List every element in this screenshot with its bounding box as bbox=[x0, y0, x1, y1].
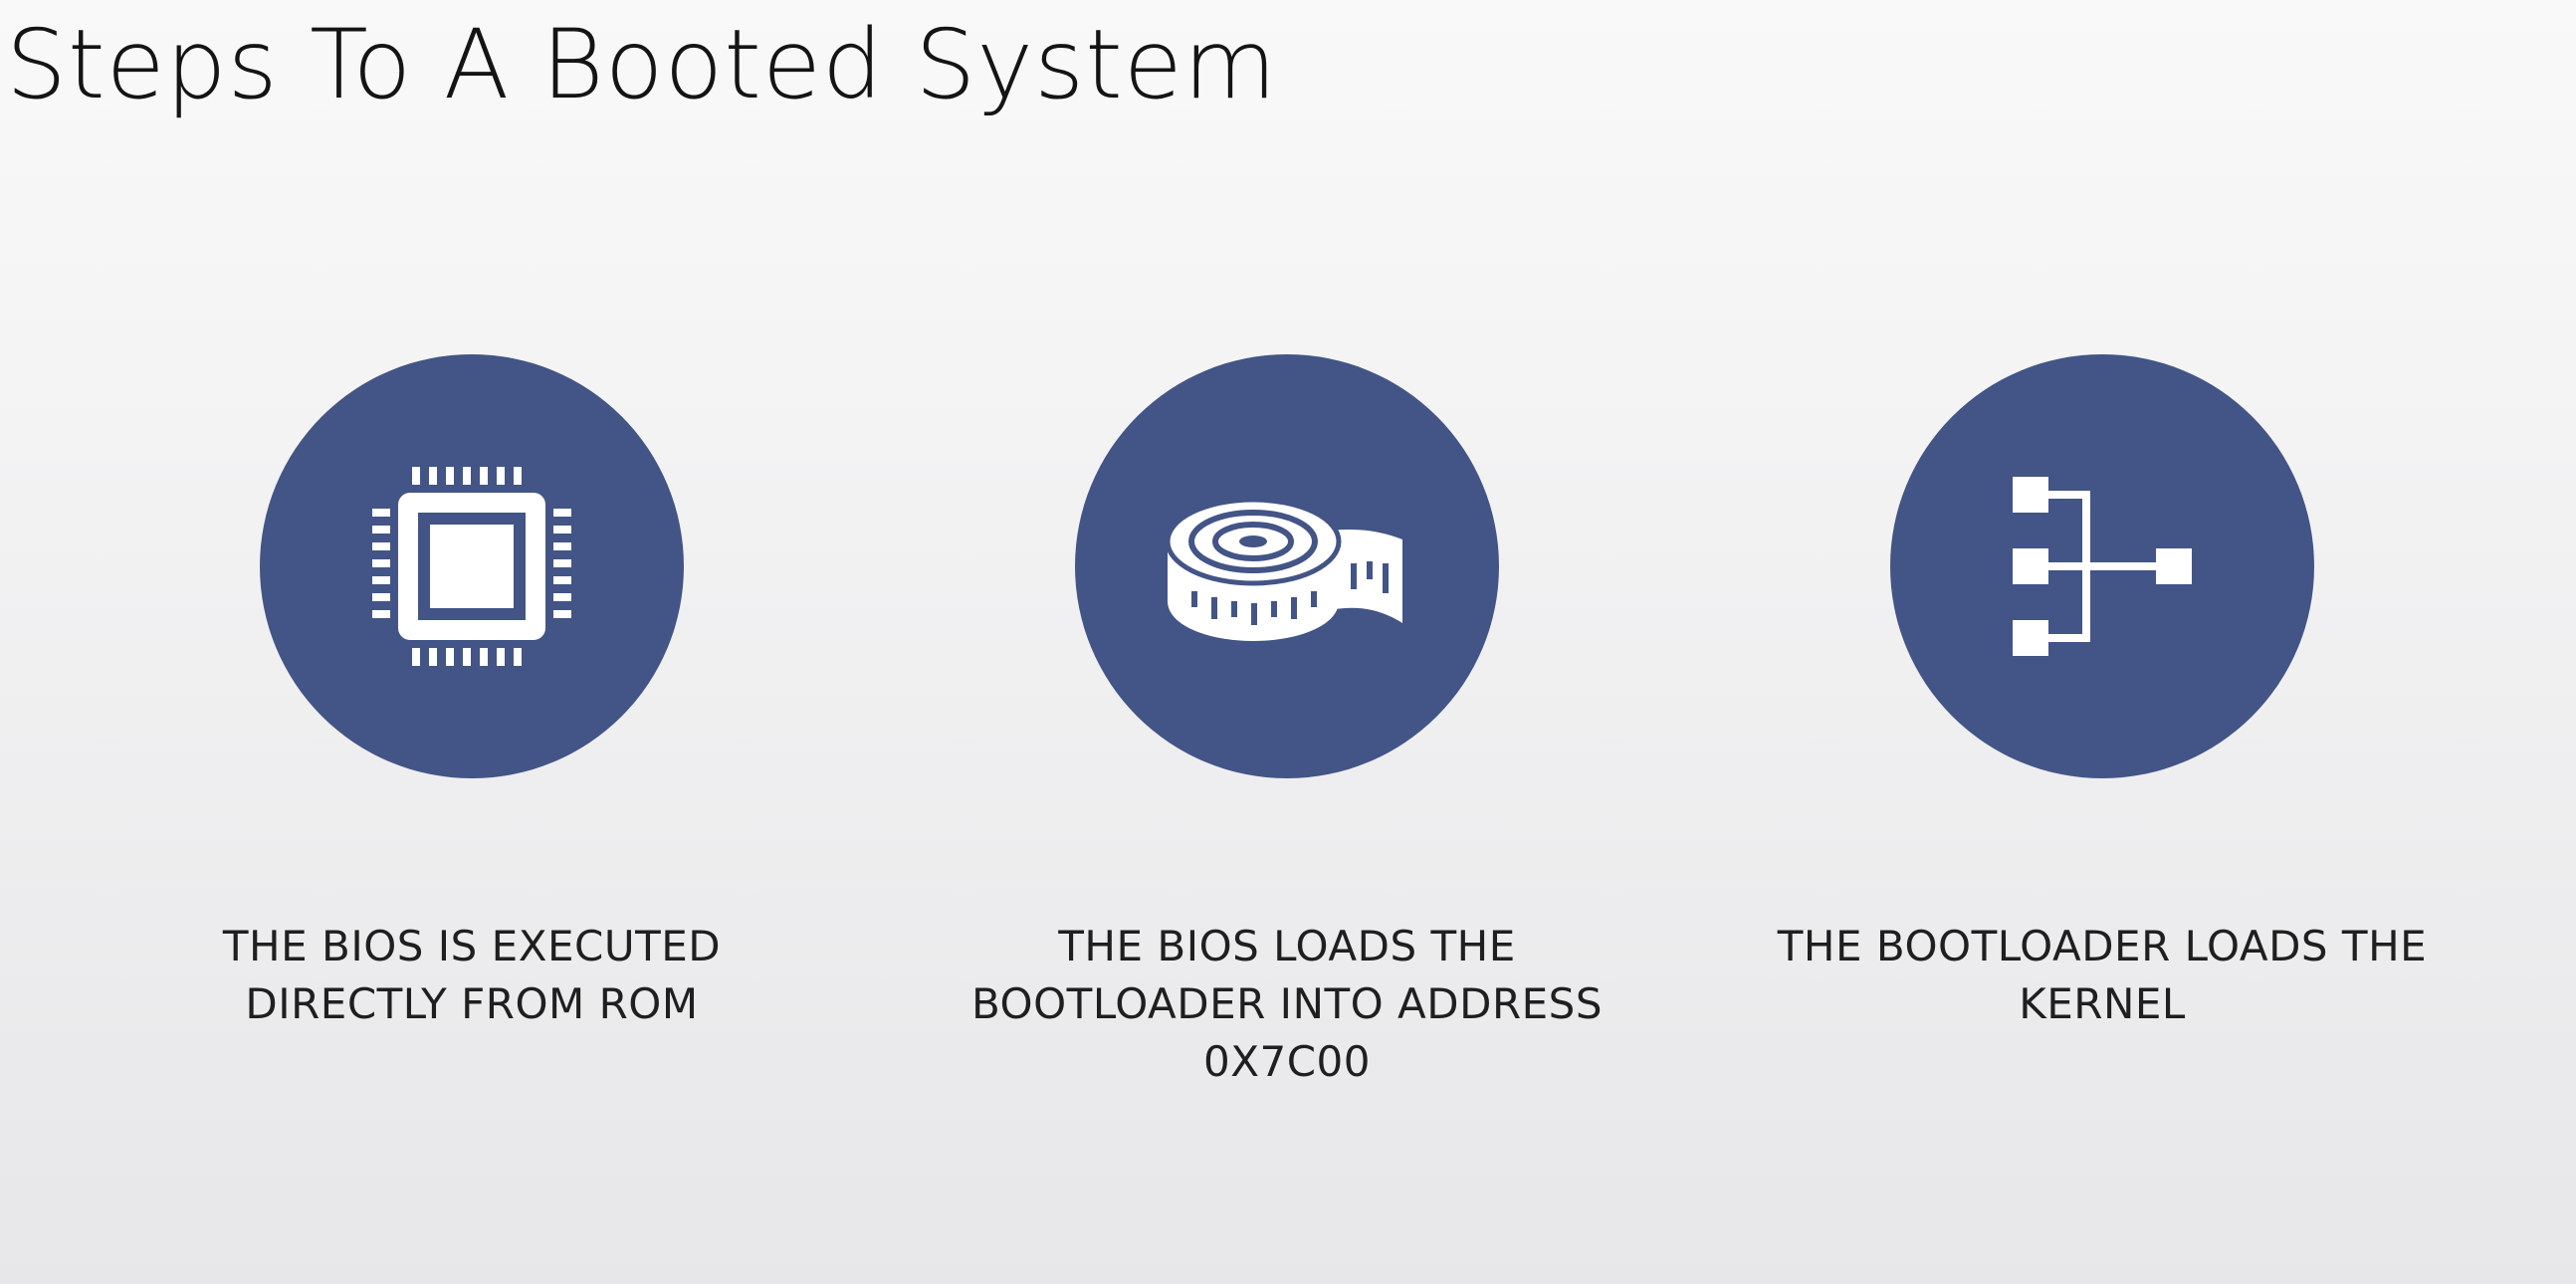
caption-line: 0X7C00 bbox=[1203, 1037, 1371, 1086]
caption-line: THE BIOS IS EXECUTED bbox=[222, 922, 722, 970]
caption-line: THE BOOTLOADER LOADS THE bbox=[1777, 922, 2428, 970]
step-bios-loads-bootloader: THE BIOS LOADS THE BOOTLOADER INTO ADDRE… bbox=[889, 354, 1685, 1091]
step-circle bbox=[260, 354, 684, 778]
step-caption: THE BIOS IS EXECUTED DIRECTLY FROM ROM bbox=[74, 918, 870, 1033]
step-circle bbox=[1075, 354, 1499, 778]
caption-line: BOOTLOADER INTO ADDRESS bbox=[970, 979, 1604, 1028]
caption-line: KERNEL bbox=[2019, 979, 2186, 1028]
step-bootloader-loads-kernel: THE BOOTLOADER LOADS THE KERNEL bbox=[1704, 354, 2500, 1033]
caption-line: DIRECTLY FROM ROM bbox=[245, 979, 699, 1028]
step-caption: THE BOOTLOADER LOADS THE KERNEL bbox=[1704, 918, 2500, 1033]
cpu-chip-icon bbox=[372, 467, 571, 666]
step-caption: THE BIOS LOADS THE BOOTLOADER INTO ADDRE… bbox=[889, 918, 1685, 1091]
hierarchy-tree-icon bbox=[2013, 477, 2192, 656]
measuring-tape-icon bbox=[1168, 497, 1402, 641]
step-bios-executed: THE BIOS IS EXECUTED DIRECTLY FROM ROM bbox=[74, 354, 870, 1033]
step-circle bbox=[1890, 354, 2314, 778]
slide-title: Steps To A Booted System bbox=[6, 9, 1278, 120]
caption-line: THE BIOS LOADS THE bbox=[1058, 922, 1516, 970]
